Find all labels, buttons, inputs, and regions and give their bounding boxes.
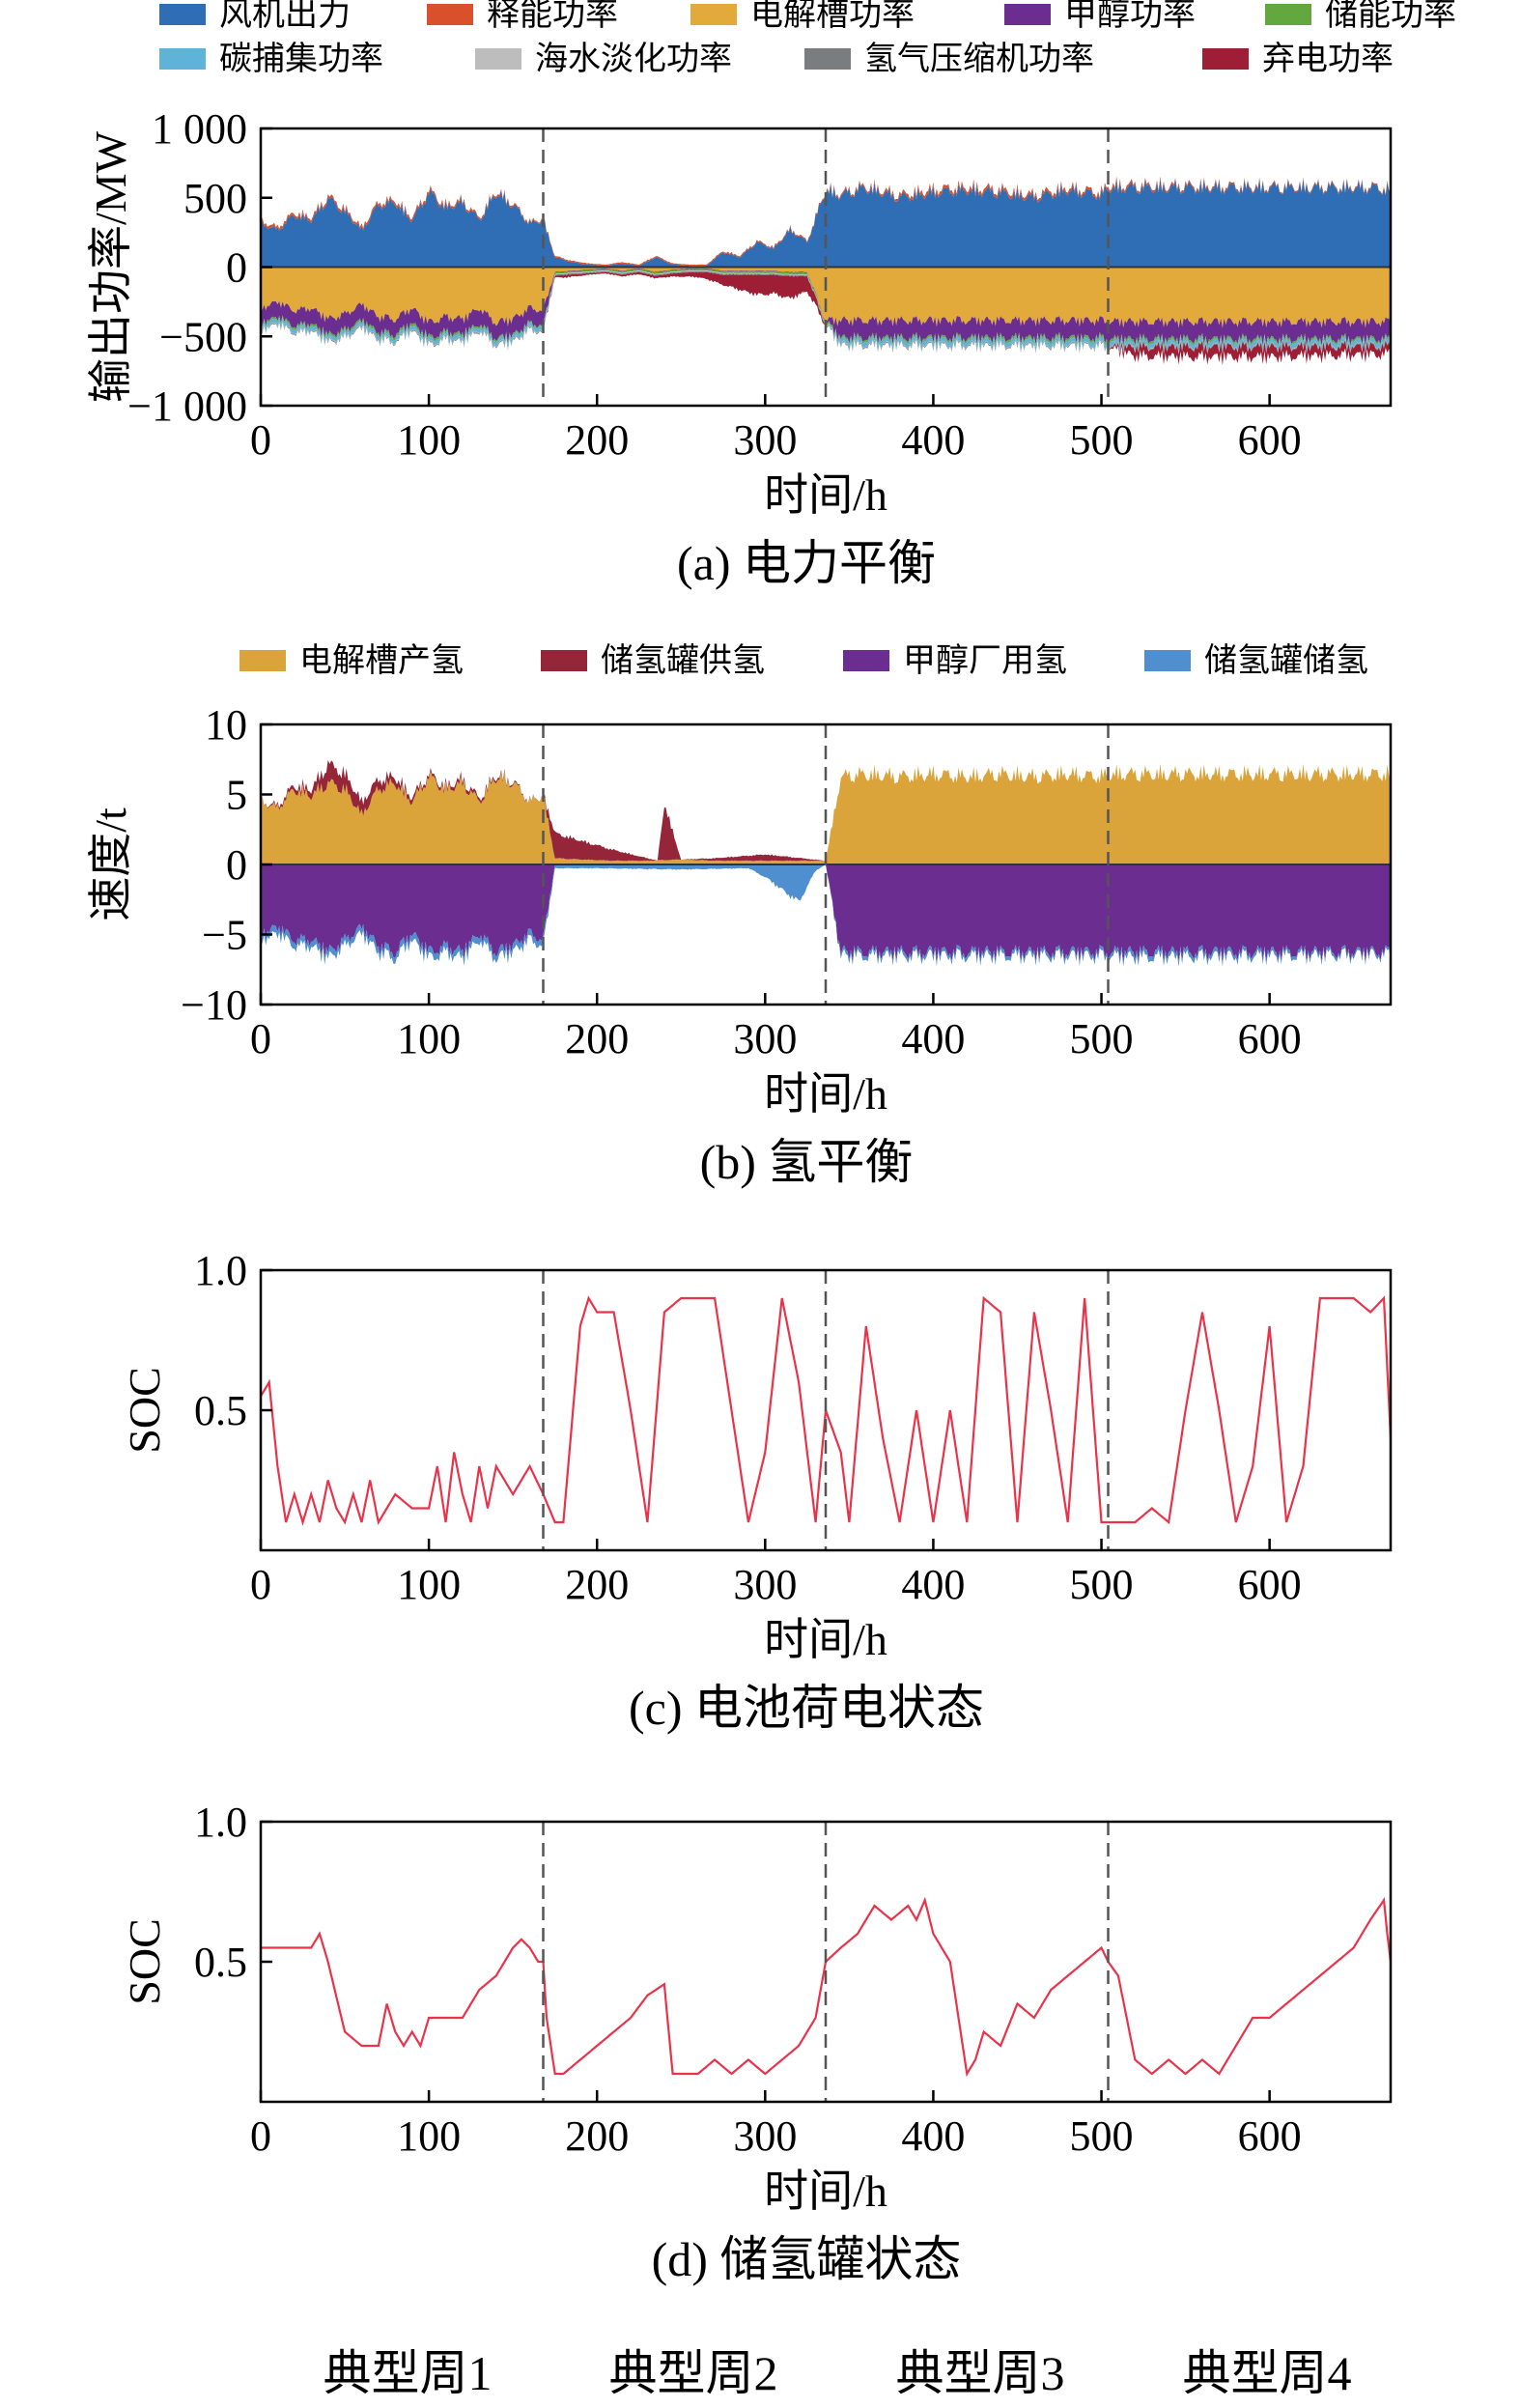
x-tick-label-3: 300	[733, 1015, 797, 1062]
x-axis-label: 时间/h	[764, 1069, 887, 1119]
legend-swatch-6	[475, 48, 521, 70]
legend-label-7: 氢气压缩机功率	[864, 40, 1094, 78]
legend-swatch-1	[541, 650, 587, 671]
y-tick-label-2: 0	[226, 841, 247, 889]
legend-swatch-0	[159, 4, 206, 25]
week-label-4: 典型周4	[1183, 2346, 1352, 2400]
legend-swatch-5	[159, 48, 206, 70]
x-tick-label-1: 100	[397, 416, 461, 464]
legend-swatch-0	[239, 650, 286, 671]
legend-swatch-1	[427, 4, 473, 25]
y-tick-label-1: 1.0	[194, 1247, 247, 1294]
x-tick-label-4: 400	[901, 1561, 965, 1608]
x-tick-label-2: 200	[565, 2112, 629, 2160]
x-tick-label-0: 0	[250, 2112, 271, 2160]
legend-label-5: 碳捕集功率	[219, 40, 383, 78]
y-tick-label-4: 1 000	[152, 105, 247, 153]
chart-caption: (d) 储氢罐状态	[652, 2232, 962, 2286]
x-tick-label-3: 300	[733, 2112, 797, 2160]
x-tick-label-3: 300	[733, 1561, 797, 1608]
series-line-0	[261, 1896, 1391, 2078]
legend: 电解槽产氢 储氢罐供氢 甲醇厂用氢 储氢罐储氢	[239, 641, 1368, 680]
legend-swatch-7	[804, 48, 851, 70]
x-tick-label-6: 600	[1238, 2112, 1302, 2160]
x-tick-label-1: 100	[397, 2112, 461, 2160]
legend-label-0: 电解槽产氢	[299, 641, 464, 680]
chart-b: 0 100 200 300 400 500 600 −10 −5 0 5 10 时间/h 速度/t (b) …	[86, 641, 1393, 1189]
week-label-1: 典型周1	[324, 2346, 493, 2400]
x-tick-label-5: 500	[1070, 1561, 1134, 1608]
legend-swatch-2	[690, 4, 737, 25]
y-tick-label-4: 10	[205, 701, 247, 749]
x-tick-label-2: 200	[565, 416, 629, 464]
x-tick-label-6: 600	[1238, 1561, 1302, 1608]
legend-label-0: 风机出力	[219, 0, 351, 34]
y-tick-label-3: 5	[226, 772, 247, 819]
chart-caption: (b) 氢平衡	[700, 1135, 914, 1189]
legend-label-4: 储能功率	[1325, 0, 1456, 34]
y-tick-label-0: −1 000	[127, 382, 247, 430]
x-tick-label-3: 300	[733, 416, 797, 464]
legend-swatch-8	[1202, 48, 1249, 70]
week-label-2: 典型周2	[609, 2346, 778, 2400]
x-tick-label-0: 0	[250, 416, 271, 464]
legend-swatch-3	[1144, 650, 1191, 671]
legend-label-2: 甲醇厂用氢	[903, 641, 1067, 680]
x-axis-label: 时间/h	[764, 470, 887, 520]
x-axis-label: 时间/h	[764, 2167, 887, 2216]
y-axis-label: 输出功率/MW	[86, 130, 135, 403]
y-tick-label-2: 0	[226, 244, 247, 292]
y-tick-label-0: 0.5	[194, 1939, 247, 1986]
y-axis-label: SOC	[120, 1918, 169, 2004]
series-area-8	[261, 271, 1391, 366]
chart-c: 0 100 200 300 400 500 600 0.5 1.0 时间/h SOC (c) 电池荷电…	[120, 1247, 1393, 1735]
legend-label-1: 储氢罐供氢	[601, 641, 765, 680]
legend-swatch-2	[843, 650, 889, 671]
x-tick-label-2: 200	[565, 1561, 629, 1608]
plot-area	[261, 1896, 1391, 2078]
y-tick-label-1: −5	[202, 912, 247, 959]
x-tick-label-4: 400	[901, 416, 965, 464]
chart-a: 0 100 200 300 400 500 600 −1 000 −500 0 500 1 000 时间…	[86, 0, 1456, 590]
y-tick-label-0: −10	[181, 981, 247, 1029]
x-tick-label-5: 500	[1070, 2112, 1134, 2160]
x-tick-label-4: 400	[901, 1015, 965, 1062]
x-tick-label-5: 500	[1070, 416, 1134, 464]
y-axis-label: SOC	[120, 1367, 169, 1453]
legend-label-3: 甲醇功率	[1064, 0, 1196, 34]
x-tick-label-0: 0	[250, 1561, 271, 1608]
x-tick-label-6: 600	[1238, 416, 1302, 464]
legend-swatch-4	[1265, 4, 1311, 25]
legend-label-8: 弃电功率	[1262, 40, 1394, 78]
chart-caption: (c) 电池荷电状态	[629, 1681, 984, 1735]
y-tick-label-3: 500	[183, 175, 247, 222]
y-tick-label-1: 1.0	[194, 1799, 247, 1846]
x-tick-label-1: 100	[397, 1561, 461, 1608]
y-tick-label-1: −500	[159, 313, 247, 360]
x-axis-label: 时间/h	[764, 1615, 887, 1664]
y-tick-label-0: 0.5	[194, 1387, 247, 1434]
chart-caption: (a) 电力平衡	[677, 536, 936, 590]
y-axis-label: 速度/t	[86, 807, 135, 921]
legend-label-2: 电解槽功率	[750, 0, 915, 34]
x-tick-label-4: 400	[901, 2112, 965, 2160]
x-tick-label-1: 100	[397, 1015, 461, 1062]
week-label-3: 典型周3	[896, 2346, 1065, 2400]
legend-label-6: 海水淡化功率	[535, 40, 732, 78]
x-tick-label-6: 600	[1238, 1015, 1302, 1062]
x-tick-label-2: 200	[565, 1015, 629, 1062]
x-tick-label-0: 0	[250, 1015, 271, 1062]
legend-label-1: 释能功率	[487, 0, 618, 34]
legend-swatch-3	[1004, 4, 1051, 25]
x-tick-label-5: 500	[1070, 1015, 1134, 1062]
legend-label-3: 储氢罐储氢	[1204, 641, 1368, 680]
chart-d: 0 100 200 300 400 500 600 0.5 1.0 时间/h SOC (d) 储氢罐状…	[120, 1799, 1393, 2286]
